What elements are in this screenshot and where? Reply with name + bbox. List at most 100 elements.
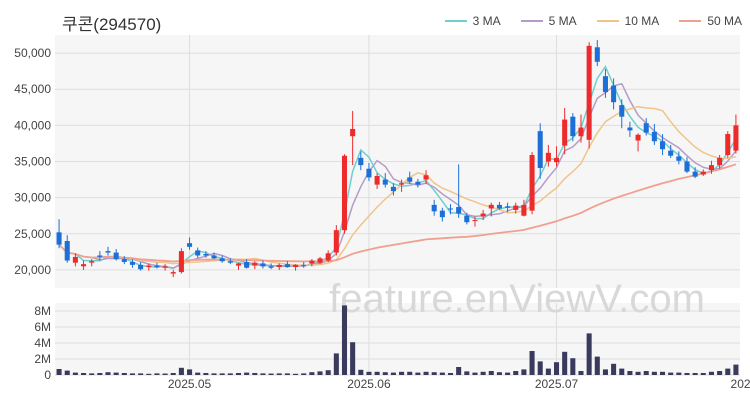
volume-bar [602, 369, 608, 375]
candle-body [717, 157, 723, 166]
volume-bar [276, 373, 282, 375]
volume-bar [423, 371, 429, 375]
volume-tick-label: 6M [34, 320, 51, 334]
candle-body [382, 179, 388, 185]
candle-body [121, 259, 127, 262]
legend-item-ma10[interactable]: 10 MA [596, 14, 660, 28]
price-tick-label: 25,000 [14, 227, 51, 241]
volume-bar [619, 368, 625, 375]
candle-body [399, 183, 405, 185]
price-tick-label: 35,000 [14, 155, 51, 169]
candle-body [513, 205, 519, 210]
candle-body [138, 264, 144, 270]
candle-body [586, 45, 592, 140]
volume-panel [55, 303, 740, 375]
volume-bar [178, 367, 184, 375]
candle-body [358, 157, 364, 166]
candle-body [187, 243, 193, 247]
candle-body [260, 263, 266, 267]
candle-body [668, 150, 674, 156]
candle-body [553, 157, 560, 163]
candle-body [89, 261, 95, 263]
price-tick-label: 30,000 [14, 191, 51, 205]
volume-bar [97, 373, 103, 375]
date-tick-label: 2025.05 [168, 377, 212, 391]
volume-bar [733, 364, 739, 375]
volume-bar [562, 351, 568, 375]
candle-body [284, 264, 290, 268]
volume-bar [325, 370, 331, 375]
candle-body [423, 175, 429, 180]
candle-body [72, 256, 78, 263]
volume-bar [244, 372, 250, 375]
candle-body [480, 213, 486, 217]
volume-bar [407, 371, 413, 375]
volume-bar [553, 362, 560, 375]
volume-bar [366, 371, 372, 375]
candle-body [562, 119, 568, 146]
legend-item-ma5[interactable]: 5 MA [520, 14, 577, 28]
volume-bar [660, 371, 666, 375]
date-tick-label: 2025.06 [347, 377, 391, 391]
candle-body [602, 76, 608, 93]
volume-bar [374, 371, 380, 375]
volume-bar [317, 371, 323, 375]
candle-body [611, 85, 617, 103]
legend-label-ma3: 3 MA [472, 14, 501, 28]
candle-body [162, 266, 168, 268]
volume-bar [268, 373, 274, 375]
volume-bar [301, 373, 307, 375]
volume-bar [480, 371, 486, 375]
volume-bar [72, 372, 78, 375]
candle-body [195, 250, 201, 256]
candle-body [594, 47, 600, 62]
date-tick-label: 2025.07 [535, 377, 579, 391]
volume-bar [496, 372, 502, 375]
volume-bar [676, 372, 682, 375]
candle-body [521, 204, 527, 216]
candle-body [439, 210, 445, 218]
volume-tick-label: 2M [34, 352, 51, 366]
legend-swatch-ma10 [596, 20, 619, 22]
candle-body [472, 220, 478, 222]
volume-bar [586, 333, 592, 375]
volume-bar [692, 373, 698, 375]
candle-body [276, 264, 282, 268]
volume-bar [129, 373, 135, 375]
volume-bars [56, 305, 739, 375]
candle-body [464, 215, 470, 223]
candle-body [570, 116, 576, 137]
candle-body [113, 252, 119, 260]
volume-tick-label: 4M [34, 336, 51, 350]
candle-body [415, 181, 421, 185]
x-axis-ticks: 2025.05 2025.06 2025.07 2025.08 [168, 377, 750, 391]
volume-bar [488, 371, 494, 375]
volume-bar [651, 371, 657, 375]
volume-bar [456, 367, 462, 375]
volume-bar [415, 372, 421, 375]
chart-grid [55, 35, 740, 376]
volume-bar [138, 373, 144, 375]
candle-body [676, 156, 682, 161]
volume-bar [203, 373, 209, 375]
volume-bar [447, 373, 454, 375]
candle-body [725, 134, 731, 155]
legend-item-ma50[interactable]: 50 MA [679, 14, 742, 28]
legend-label-ma50: 50 MA [707, 14, 742, 28]
volume-bar [708, 371, 714, 375]
volume-bar [154, 373, 160, 375]
candle-body [660, 141, 666, 150]
legend-label-ma10: 10 MA [624, 14, 660, 28]
candles [56, 40, 739, 278]
volume-tick-label: 0 [44, 368, 51, 382]
candle-body [651, 131, 657, 142]
price-tick-label: 40,000 [14, 118, 51, 132]
candle-body [700, 171, 706, 175]
candle-body [244, 261, 250, 268]
legend-item-ma3[interactable]: 3 MA [444, 14, 501, 28]
candle-body [447, 208, 454, 210]
candle-body [505, 206, 511, 208]
price-tick-label: 45,000 [14, 82, 51, 96]
volume-bar [537, 361, 543, 375]
volume-bar [105, 372, 111, 375]
